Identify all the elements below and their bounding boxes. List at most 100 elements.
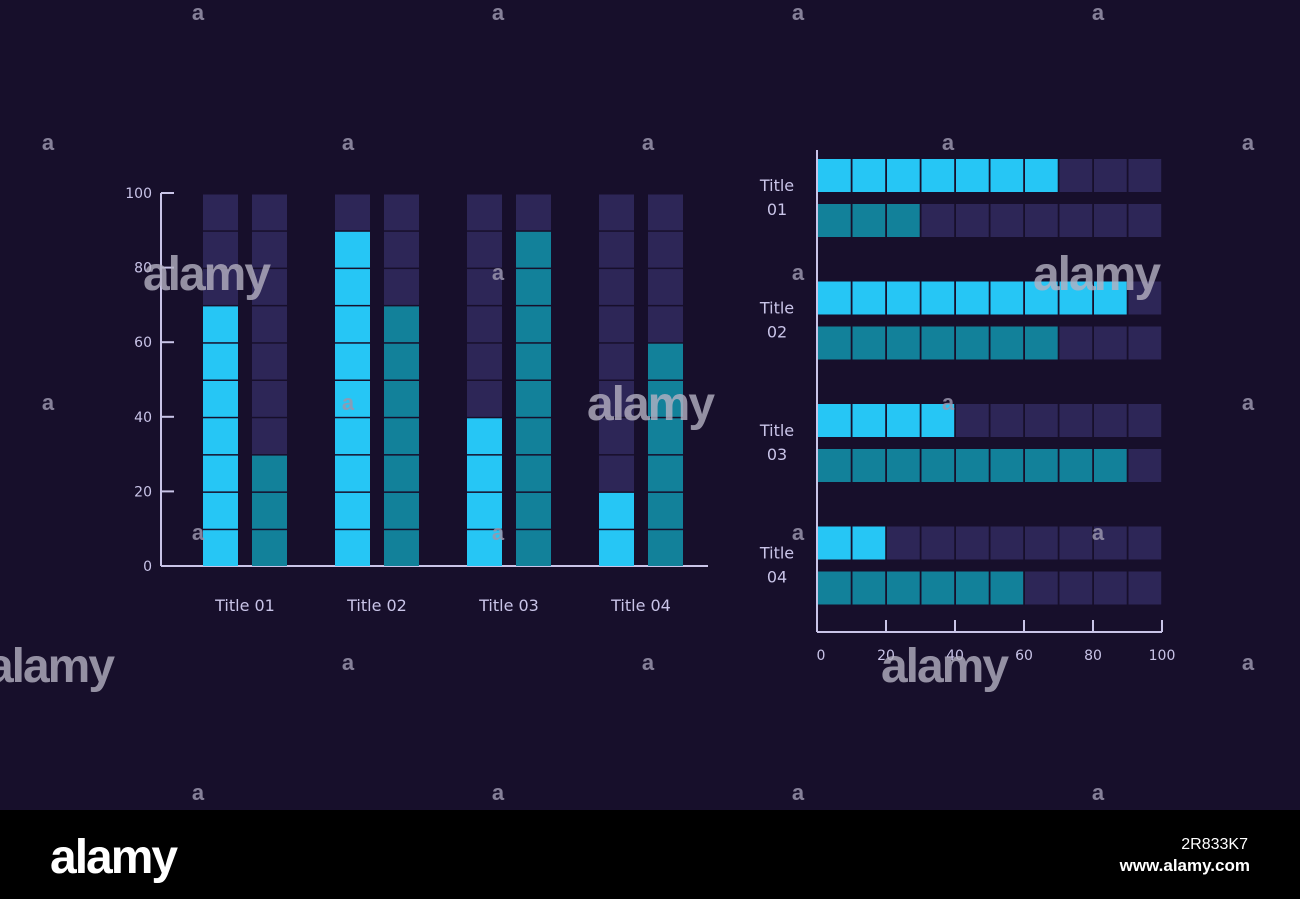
bar-segment-1-b: [252, 194, 287, 231]
bar-segment-2-b: [384, 343, 419, 380]
bar-segment-4-a: [599, 381, 634, 417]
bar-segment-2-b: [384, 269, 419, 305]
watermark-glyph: a: [792, 260, 805, 285]
watermark-glyph: a: [42, 390, 55, 415]
bar-segment-3-b: [516, 306, 551, 343]
bar-segment-1-a: [203, 530, 238, 566]
bar-segment-3-b: [516, 194, 551, 231]
hbar-segment-2-a: [852, 281, 886, 315]
bar-segment-1-b: [252, 455, 287, 492]
bar-segment-3-a: [467, 269, 502, 305]
hbar-segment-3-b: [921, 449, 955, 482]
hbar-segment-4-a: [1059, 526, 1093, 560]
bar-segment-1-a: [203, 381, 238, 417]
hbar-segment-3-a: [1128, 404, 1162, 437]
bar-segment-1-b: [252, 530, 287, 566]
hbar-segment-1-b: [852, 204, 886, 237]
bar-segment-4-a: [599, 492, 634, 529]
hbar-segment-1-a: [887, 159, 920, 192]
hbar-segment-1-b: [1094, 204, 1127, 237]
hbar-segment-3-b: [1025, 449, 1058, 482]
bar-segment-3-b: [516, 455, 551, 492]
x-tick-label: 60: [1015, 648, 1033, 664]
hbar-segment-4-a: [921, 526, 955, 560]
bar-segment-1-a: [203, 343, 238, 380]
bar-segment-4-a: [599, 194, 634, 231]
watermark-glyph: a: [342, 130, 355, 155]
watermark-glyph: a: [792, 0, 805, 25]
hbar-segment-3-b: [887, 449, 920, 482]
bar-segment-3-b: [516, 492, 551, 529]
hbar-segment-2-a: [1128, 281, 1162, 315]
bar-segment-4-b: [648, 194, 683, 231]
bar-segment-3-b: [516, 231, 551, 268]
y-tick-label: 60: [134, 335, 152, 351]
hbar-segment-2-b: [1128, 326, 1162, 360]
watermark-glyph: a: [1242, 650, 1255, 675]
hbar-segment-2-a: [1094, 281, 1127, 315]
footer-brand-logo: alamy: [50, 831, 178, 884]
watermark-logo: alamy: [587, 378, 715, 431]
bar-segment-3-a: [467, 492, 502, 529]
bar-segment-2-a: [335, 381, 370, 417]
hbar-segment-3-b: [852, 449, 886, 482]
footer-image-id: 2R833K7: [1181, 836, 1248, 853]
bar-segment-4-a: [599, 455, 634, 492]
hbar-segment-2-a: [818, 281, 851, 315]
bar-segment-4-a: [599, 418, 634, 455]
hbar-segment-3-a: [1059, 404, 1093, 437]
watermark-logo: alamy: [881, 640, 1009, 693]
hbar-segment-3-a: [887, 404, 920, 437]
bar-segment-1-a: [203, 269, 238, 305]
bar-segment-3-a: [467, 418, 502, 455]
bar-segment-1-b: [252, 269, 287, 305]
hbar-segment-1-a: [956, 159, 989, 192]
hbar-segment-1-b: [1128, 204, 1162, 237]
bar-segment-3-b: [516, 381, 551, 417]
bar-segment-2-a: [335, 455, 370, 492]
watermark-glyph: a: [492, 0, 505, 25]
hbar-segment-2-b: [1059, 326, 1093, 360]
hbar-segment-1-a: [990, 159, 1024, 192]
bar-segment-4-b: [648, 381, 683, 417]
bar-segment-3-b: [516, 530, 551, 566]
chart-canvas: 0 20 40 60 80 100 Title 01 Title 02 Title 03 Titl…: [0, 0, 1255, 805]
watermark-glyph: a: [1242, 130, 1255, 155]
bar-segment-2-b: [384, 455, 419, 492]
hbar-segment-2-b: [921, 326, 955, 360]
hbar-segment-2-b: [818, 326, 851, 360]
hbar-segment-4-a: [990, 526, 1024, 560]
bar-segment-3-a: [467, 194, 502, 231]
bar-segment-3-a: [467, 343, 502, 380]
watermark-glyph: a: [642, 650, 655, 675]
hbar-segment-3-b: [1128, 449, 1162, 482]
bar-segment-4-b: [648, 530, 683, 566]
hbar-segment-2-a: [921, 281, 955, 315]
hbar-segment-4-b: [1059, 571, 1093, 605]
bar-segment-4-a: [599, 530, 634, 566]
y-category-label: Title 02: [759, 299, 794, 342]
hbar-segment-1-b: [921, 204, 955, 237]
bar-segment-1-b: [252, 306, 287, 343]
watermark-footer: alamy 2R833K7 www.alamy.com: [0, 810, 1300, 899]
hbar-segment-2-b: [956, 326, 989, 360]
hbar-segment-1-a: [1025, 159, 1058, 192]
hbar-segment-4-b: [1094, 571, 1127, 605]
bar-segment-3-a: [467, 231, 502, 268]
y-tick-label: 20: [134, 484, 152, 500]
hbar-segment-3-b: [956, 449, 989, 482]
bar-segment-2-a: [335, 194, 370, 231]
watermark-glyph: a: [942, 130, 955, 155]
watermark-glyph: a: [42, 130, 55, 155]
watermark-logo: alamy: [0, 640, 115, 693]
bar-segment-3-b: [516, 269, 551, 305]
bar-segment-4-b: [648, 455, 683, 492]
hbar-segment-1-a: [1094, 159, 1127, 192]
watermark-glyph: a: [192, 0, 205, 25]
x-tick-label: 80: [1084, 648, 1102, 664]
x-tick-label: 40: [946, 648, 964, 664]
bar-segment-4-b: [648, 231, 683, 268]
bar-segment-2-a: [335, 418, 370, 455]
hbar-segment-1-a: [1128, 159, 1162, 192]
watermark-glyph: a: [942, 390, 955, 415]
